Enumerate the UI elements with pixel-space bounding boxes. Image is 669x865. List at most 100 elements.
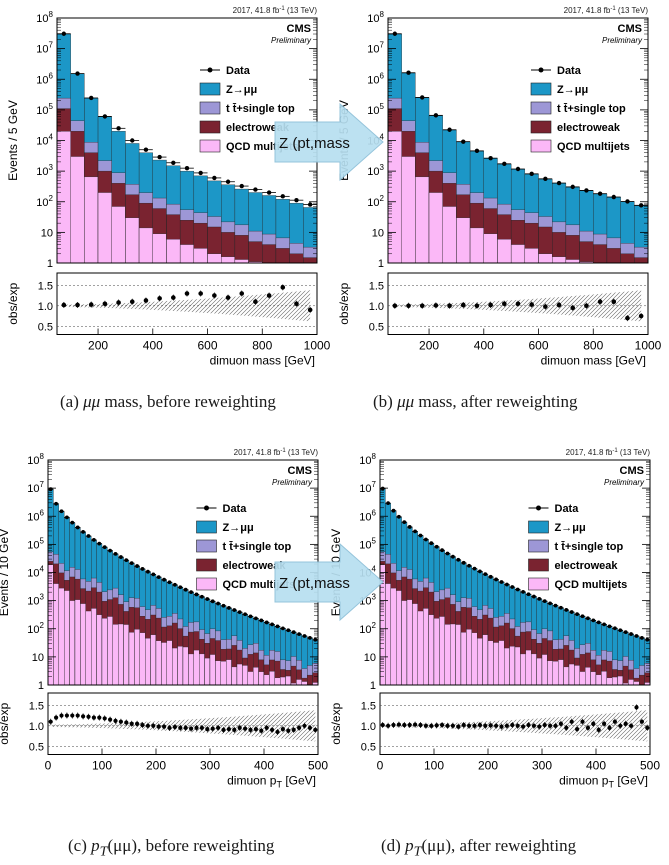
ratio-point xyxy=(184,291,190,296)
data-point xyxy=(146,569,150,574)
ratio-frame xyxy=(56,272,318,335)
ratio-point xyxy=(474,303,480,309)
y-tick-label: 1 xyxy=(38,680,44,692)
bar-qcd xyxy=(417,610,424,686)
data-point xyxy=(308,635,312,640)
data-point xyxy=(613,626,617,631)
y-tick-label: 103 xyxy=(27,593,44,608)
bar-qcd xyxy=(47,564,54,686)
lumi-header: 2017, 41.8 fb-1 (13 TeV) xyxy=(233,6,318,15)
data-point xyxy=(392,31,398,36)
bar-qcd xyxy=(466,629,472,686)
bar-qcd xyxy=(439,616,445,686)
data-point xyxy=(447,127,452,132)
bar-qcd xyxy=(236,663,243,686)
y-tick-label: 102 xyxy=(27,621,44,636)
ratio-point xyxy=(558,721,564,726)
y-tick-label: 104 xyxy=(36,133,53,148)
data-point xyxy=(494,577,498,582)
x-tick-label: 200 xyxy=(146,759,166,773)
y-tick-label: 108 xyxy=(27,452,44,467)
bar-qcd xyxy=(579,671,586,686)
ratio-point xyxy=(118,719,123,724)
ratio-point xyxy=(456,724,461,729)
ratio-point xyxy=(433,303,439,308)
data-point xyxy=(569,610,574,614)
legend-ttbar-label: t t̄+single top xyxy=(555,541,624,553)
bar-qcd xyxy=(125,217,140,264)
ratio-point xyxy=(638,313,644,319)
ratio-point xyxy=(194,725,199,730)
data-point xyxy=(221,603,226,608)
ratio-tick-label: 1.0 xyxy=(29,721,44,733)
ratio-point xyxy=(553,723,558,728)
bar-qcd xyxy=(111,206,126,264)
data-point xyxy=(420,95,425,100)
ratio-point xyxy=(596,727,601,733)
caption-d: (d) pT(μμ), after reweighting xyxy=(381,836,577,860)
x-tick-label: 100 xyxy=(424,759,444,773)
ratio-point xyxy=(243,726,248,731)
legend-data-label: Data xyxy=(223,503,248,515)
data-point xyxy=(129,561,134,566)
ratio-point xyxy=(645,725,650,730)
y-tick-label: 107 xyxy=(359,480,376,495)
lumi-header: 2017, 41.8 fb-1 (13 TeV) xyxy=(564,6,649,15)
ratio-point xyxy=(569,719,574,724)
bar-qcd xyxy=(525,649,532,686)
ratio-point xyxy=(461,722,466,728)
data-point xyxy=(167,580,172,585)
bar-qcd xyxy=(70,156,85,264)
data-point xyxy=(397,514,401,519)
bar-qcd xyxy=(483,233,498,264)
bar-qcd xyxy=(482,634,489,686)
ratio-point xyxy=(515,301,521,307)
data-point xyxy=(472,566,477,571)
data-point xyxy=(81,529,85,534)
y-tick-label: 105 xyxy=(27,536,44,551)
bar-qcd xyxy=(487,640,494,686)
bar-qcd xyxy=(179,244,195,264)
data-point xyxy=(623,630,628,635)
ratio-point xyxy=(157,296,162,301)
ratio-frame xyxy=(387,272,649,335)
legend-z-swatch xyxy=(199,82,221,96)
bar-qcd xyxy=(150,634,157,686)
bar-qcd xyxy=(242,665,248,686)
ratio-point xyxy=(54,715,59,720)
x-tick-label: 800 xyxy=(252,339,272,353)
ratio-point xyxy=(625,315,630,321)
data-point xyxy=(173,582,177,587)
y-tick-label: 106 xyxy=(359,508,376,523)
legend-qcd-swatch xyxy=(199,139,221,153)
data-point xyxy=(611,194,616,200)
ratio-point xyxy=(419,303,425,309)
data-point xyxy=(270,622,274,627)
data-point xyxy=(75,71,80,76)
ratio-point xyxy=(531,723,537,728)
ratio-point xyxy=(108,717,113,722)
bar-qcd xyxy=(247,671,254,686)
bar-qcd xyxy=(455,624,462,686)
data-point xyxy=(102,114,108,119)
bar-qcd xyxy=(423,608,429,686)
x-tick-label: 500 xyxy=(308,759,328,773)
ratio-point xyxy=(226,726,231,732)
data-point xyxy=(307,202,313,207)
bar-ew xyxy=(622,665,629,686)
arrow-label: Z (pt,mass xyxy=(279,575,350,592)
bar-ew xyxy=(303,257,318,264)
x-axis-label: dimuon pT [GeV] xyxy=(227,774,316,790)
ratio-frame xyxy=(379,692,651,755)
bar-qcd xyxy=(69,600,76,686)
bar-qcd xyxy=(74,599,81,686)
legend-ttbar-swatch xyxy=(196,539,217,553)
ratio-tick-label: 1.0 xyxy=(369,301,384,313)
x-tick-label: 800 xyxy=(583,339,603,353)
ratio-point xyxy=(483,723,488,728)
bar-qcd xyxy=(547,660,553,686)
legend-ew-swatch xyxy=(196,558,217,572)
ratio-point xyxy=(140,722,145,728)
data-point xyxy=(391,508,396,513)
legend-z-swatch xyxy=(196,520,217,534)
